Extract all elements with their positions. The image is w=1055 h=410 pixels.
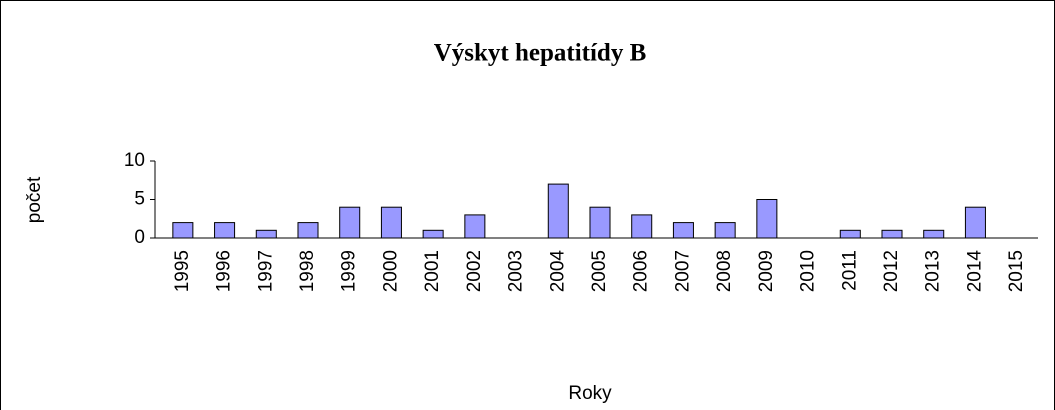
x-tick-label: 2001 <box>422 250 443 292</box>
x-tick-label: 1999 <box>339 250 360 292</box>
bar <box>214 222 236 239</box>
x-tick-label: 1995 <box>172 250 193 292</box>
x-tick-label: 1997 <box>255 250 276 292</box>
x-tick-label: 2011 <box>839 250 860 291</box>
x-tick-label: 2007 <box>672 250 693 292</box>
y-axis-label: počet <box>24 176 45 223</box>
bar <box>756 199 778 239</box>
bar <box>923 229 945 239</box>
bar <box>422 229 444 239</box>
x-tick-label: 2012 <box>881 250 902 292</box>
bar <box>297 222 319 239</box>
bar <box>339 206 361 239</box>
x-tick-label: 2002 <box>464 250 485 292</box>
x-tick-label: 2004 <box>547 250 568 293</box>
x-tick-label: 2010 <box>798 250 819 292</box>
y-tick-label: 0 <box>134 227 145 248</box>
x-tick-label: 1998 <box>297 250 318 292</box>
bar <box>464 214 486 239</box>
bar <box>255 229 277 239</box>
chart-title: Výskyt hepatitídy B <box>434 40 647 67</box>
bar <box>589 206 611 239</box>
bar <box>547 183 569 239</box>
x-tick-label: 2015 <box>1006 250 1027 292</box>
x-tick-label: 1996 <box>214 250 235 292</box>
x-tick-label: 2009 <box>756 250 777 292</box>
bar <box>672 222 694 239</box>
x-tick-label: 2000 <box>380 250 401 292</box>
bar <box>172 222 194 239</box>
x-axis-label: Roky <box>568 383 612 404</box>
x-tick-label: 2003 <box>506 250 527 292</box>
bar <box>714 222 736 239</box>
bar <box>881 229 903 239</box>
bar <box>380 206 402 239</box>
y-tick-label: 5 <box>134 189 145 210</box>
x-tick-label: 2006 <box>631 250 652 292</box>
x-tick-label: 2005 <box>589 250 610 292</box>
bar <box>964 206 986 239</box>
bar <box>631 214 653 239</box>
x-tick-label: 2008 <box>714 250 735 292</box>
y-tick-label: 10 <box>124 150 145 171</box>
x-tick-label: 2013 <box>923 250 944 292</box>
bar <box>839 229 861 239</box>
x-tick-label: 2014 <box>964 250 985 293</box>
